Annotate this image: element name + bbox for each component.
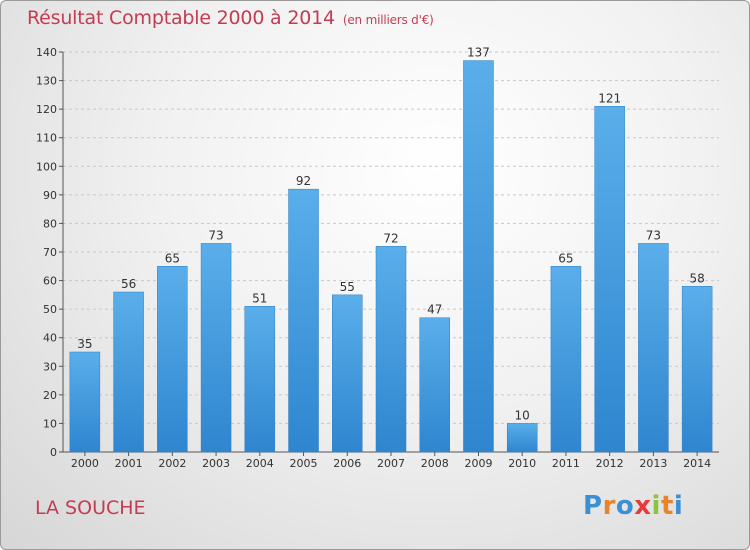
x-tick-label: 2006	[333, 457, 361, 470]
data-label: 72	[383, 231, 398, 245]
data-label: 121	[598, 91, 621, 105]
x-tick-label: 2007	[377, 457, 405, 470]
x-tick-label: 2011	[552, 457, 580, 470]
x-tick-label: 2013	[639, 457, 667, 470]
logo-letter: i	[673, 491, 684, 521]
y-tick-label: 10	[43, 417, 57, 430]
proxiti-logo: Proxiti	[583, 491, 683, 521]
data-label: 56	[121, 277, 136, 291]
y-tick-label: 110	[36, 132, 57, 145]
data-labels: 35 56 65 73 51 92 55 72 47 137 10 65 121 73 58	[77, 46, 705, 423]
bar-2009	[463, 60, 494, 453]
x-tick-label: 2004	[246, 457, 274, 470]
x-tick-label: 2000	[71, 457, 99, 470]
logo-letter: r	[602, 491, 616, 521]
data-label: 65	[558, 251, 573, 265]
bar-2004	[244, 306, 276, 453]
chart-title: Résultat Comptable 2000 à 2014 (en millie…	[27, 7, 434, 29]
chart-subtitle: (en milliers d'€)	[342, 13, 434, 27]
x-tick-label: 2012	[596, 457, 624, 470]
y-tick-label: 130	[36, 75, 57, 88]
bar-2007	[375, 246, 407, 453]
bar-2001	[113, 291, 144, 453]
y-tick-label: 100	[36, 160, 57, 173]
axes: 0 10 20 30 40 50 60 70 80 90 100 110 120 130 140 2000 20…	[36, 46, 719, 470]
y-tick-label: 120	[36, 103, 57, 116]
x-tick-label: 2008	[421, 457, 449, 470]
logo-letter: o	[615, 491, 635, 521]
data-label: 73	[646, 228, 661, 242]
logo-letter: i	[651, 491, 661, 521]
x-tick-label: 2005	[290, 457, 318, 470]
bar-2011	[550, 266, 582, 453]
logo-letter: x	[634, 491, 652, 521]
x-tick-label: 2009	[464, 457, 492, 470]
y-tick-label: 40	[43, 332, 57, 345]
data-label: 92	[296, 174, 311, 188]
data-label: 51	[252, 291, 267, 305]
x-tick-label: 2014	[683, 457, 711, 470]
bar-2003	[200, 243, 232, 453]
x-tick-label: 2003	[202, 457, 230, 470]
y-tick-label: 60	[43, 275, 57, 288]
bar-2000	[69, 351, 101, 453]
bar-2010	[506, 423, 538, 453]
logo-letter: t	[660, 491, 674, 521]
bars	[69, 60, 713, 453]
data-label: 137	[467, 46, 490, 60]
place-name: LA SOUCHE	[35, 497, 146, 519]
y-tick-label: 0	[50, 446, 57, 459]
bar-2006	[332, 294, 363, 453]
chart-title-text: Résultat Comptable 2000 à 2014	[27, 7, 335, 29]
y-tick-label: 50	[43, 303, 57, 316]
data-label: 47	[427, 303, 442, 317]
y-tick-label: 140	[36, 46, 57, 59]
data-label: 58	[689, 271, 704, 285]
data-label: 55	[340, 280, 355, 294]
logo-letter: P	[583, 491, 603, 521]
y-tick-label: 90	[43, 189, 57, 202]
y-tick-label: 30	[43, 360, 57, 373]
bar-2013	[638, 243, 669, 453]
x-tick-label: 2001	[115, 457, 143, 470]
bar-2014	[681, 286, 713, 453]
data-label: 35	[77, 337, 92, 351]
x-tick-label: 2010	[508, 457, 536, 470]
data-label: 10	[515, 408, 530, 422]
data-label: 73	[208, 228, 223, 242]
y-tick-label: 80	[43, 217, 57, 230]
bar-2008	[419, 317, 450, 453]
data-label: 65	[165, 251, 180, 265]
x-tick-label: 2002	[158, 457, 186, 470]
bar-2002	[157, 266, 188, 453]
bar-2012	[594, 106, 625, 453]
y-tick-label: 20	[43, 389, 57, 402]
bar-2005	[288, 188, 319, 453]
y-tick-label: 70	[43, 246, 57, 259]
